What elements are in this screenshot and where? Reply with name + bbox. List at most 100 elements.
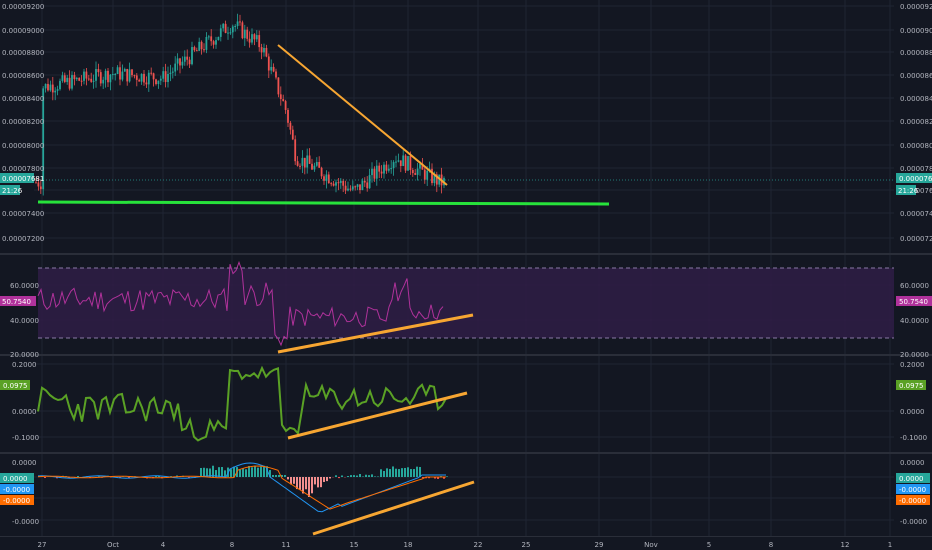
candle-body [282, 99, 285, 102]
macd-bar [335, 475, 337, 477]
macd-current-badges: 0.0000 0.0000 -0.0000 -0.0000 -0.0000 -0.0000 [0, 473, 930, 505]
candle-body [44, 83, 47, 89]
candle-body [351, 186, 354, 190]
candle-body [392, 162, 395, 169]
candle-body [85, 71, 88, 79]
candle-body [95, 69, 97, 81]
left-rsi-tick: 60.0000 [10, 282, 39, 290]
macd-bar [263, 465, 265, 477]
candle-body [258, 35, 261, 48]
macd-bar [299, 477, 301, 490]
macd-bar [419, 467, 421, 477]
candle-body [306, 155, 309, 168]
candle-body [255, 35, 258, 40]
candle-body [145, 82, 148, 85]
candle-body [294, 139, 297, 162]
right-price-tick: 0.00008200 [900, 118, 932, 126]
rsi-trendline[interactable] [277, 313, 474, 354]
candle-body [188, 59, 191, 65]
macd-pane[interactable] [37, 462, 475, 536]
candle-body [323, 176, 325, 181]
macd-bar [365, 474, 367, 477]
candle-body [397, 160, 400, 162]
macd-badge-left [0, 484, 34, 494]
macd-bar [203, 467, 205, 477]
macd-badge-right-text: -0.0000 [899, 486, 926, 494]
candle-body [150, 72, 153, 74]
time-axis-label: 5 [707, 541, 711, 549]
rsi-line [37, 260, 444, 347]
rsi-current-left: 50.7540 [2, 298, 31, 306]
macd-bar [170, 476, 172, 477]
macd-bar [44, 477, 46, 479]
left-price-tick: 0.00009000 [2, 27, 44, 35]
candle-body [234, 26, 237, 28]
candle-body [330, 183, 333, 185]
candle-body [63, 75, 66, 82]
support-line[interactable] [37, 200, 610, 206]
candle-body [162, 71, 165, 79]
candle-body [371, 168, 373, 176]
candle-body [414, 173, 417, 175]
candle-body [402, 155, 405, 167]
macd-bar [221, 467, 223, 477]
candle-body [361, 180, 364, 191]
macd-bar [323, 477, 325, 482]
candle-body [121, 71, 124, 80]
right-price-tick: 0.00008400 [900, 95, 932, 103]
macd-bar [260, 466, 262, 477]
candle-body [383, 164, 385, 174]
candle-body [378, 165, 381, 172]
candle-body [395, 161, 397, 163]
candle-body [99, 72, 102, 84]
macd-bar [56, 477, 58, 479]
macd-bar [368, 475, 370, 477]
macd-bar [371, 474, 373, 477]
macd-bar [425, 477, 427, 479]
candle-body [212, 41, 215, 45]
candle-body [229, 32, 232, 34]
candle-body [169, 72, 172, 74]
candle-body [315, 161, 318, 166]
candle-body [90, 78, 93, 82]
right-momentum-tick: -0.1000 [900, 434, 927, 442]
momentum-trendline[interactable] [287, 391, 468, 440]
time-axis[interactable]: 27 Oct 4 8 11 15 18 22 25 29 Nov 5 8 12 1 [0, 537, 932, 550]
candle-body [279, 94, 282, 100]
candle-body [270, 66, 273, 71]
macd-bar [209, 468, 211, 477]
macd-bar [374, 476, 376, 477]
macd-trendline[interactable] [312, 480, 475, 536]
candle-body [313, 165, 316, 170]
candle-body [359, 184, 361, 191]
macd-bar [443, 477, 445, 479]
left-price-scale[interactable]: 0.00009200 0.00009000 0.00008800 0.00008600… [2, 3, 44, 526]
price-pane[interactable] [34, 13, 894, 206]
candle-body [368, 175, 371, 189]
candle-body [159, 78, 162, 81]
right-rsi-tick: 60.0000 [900, 282, 929, 290]
mom-current-left: 0.0975 [3, 382, 28, 390]
macd-bar [353, 475, 355, 477]
momentum-pane[interactable] [37, 365, 468, 442]
macd-bar [230, 469, 232, 477]
rsi-pane[interactable] [37, 260, 894, 354]
macd-bar [248, 465, 250, 477]
time-axis-label: 8 [230, 541, 234, 549]
candle-body [35, 182, 37, 184]
candle-body [207, 36, 210, 38]
candle-body [155, 79, 157, 85]
candle-body [138, 79, 141, 82]
candle-body [198, 41, 201, 51]
macd-bar [257, 467, 259, 477]
candle-body [54, 90, 57, 93]
macd-badge-left [0, 495, 34, 505]
descending-trendline[interactable] [277, 44, 448, 186]
macd-bar [341, 475, 343, 477]
candle-body [253, 34, 256, 40]
macd-bar [275, 475, 277, 477]
macd-bar [287, 477, 289, 480]
candle-body [356, 184, 359, 187]
candle-body [325, 174, 328, 181]
